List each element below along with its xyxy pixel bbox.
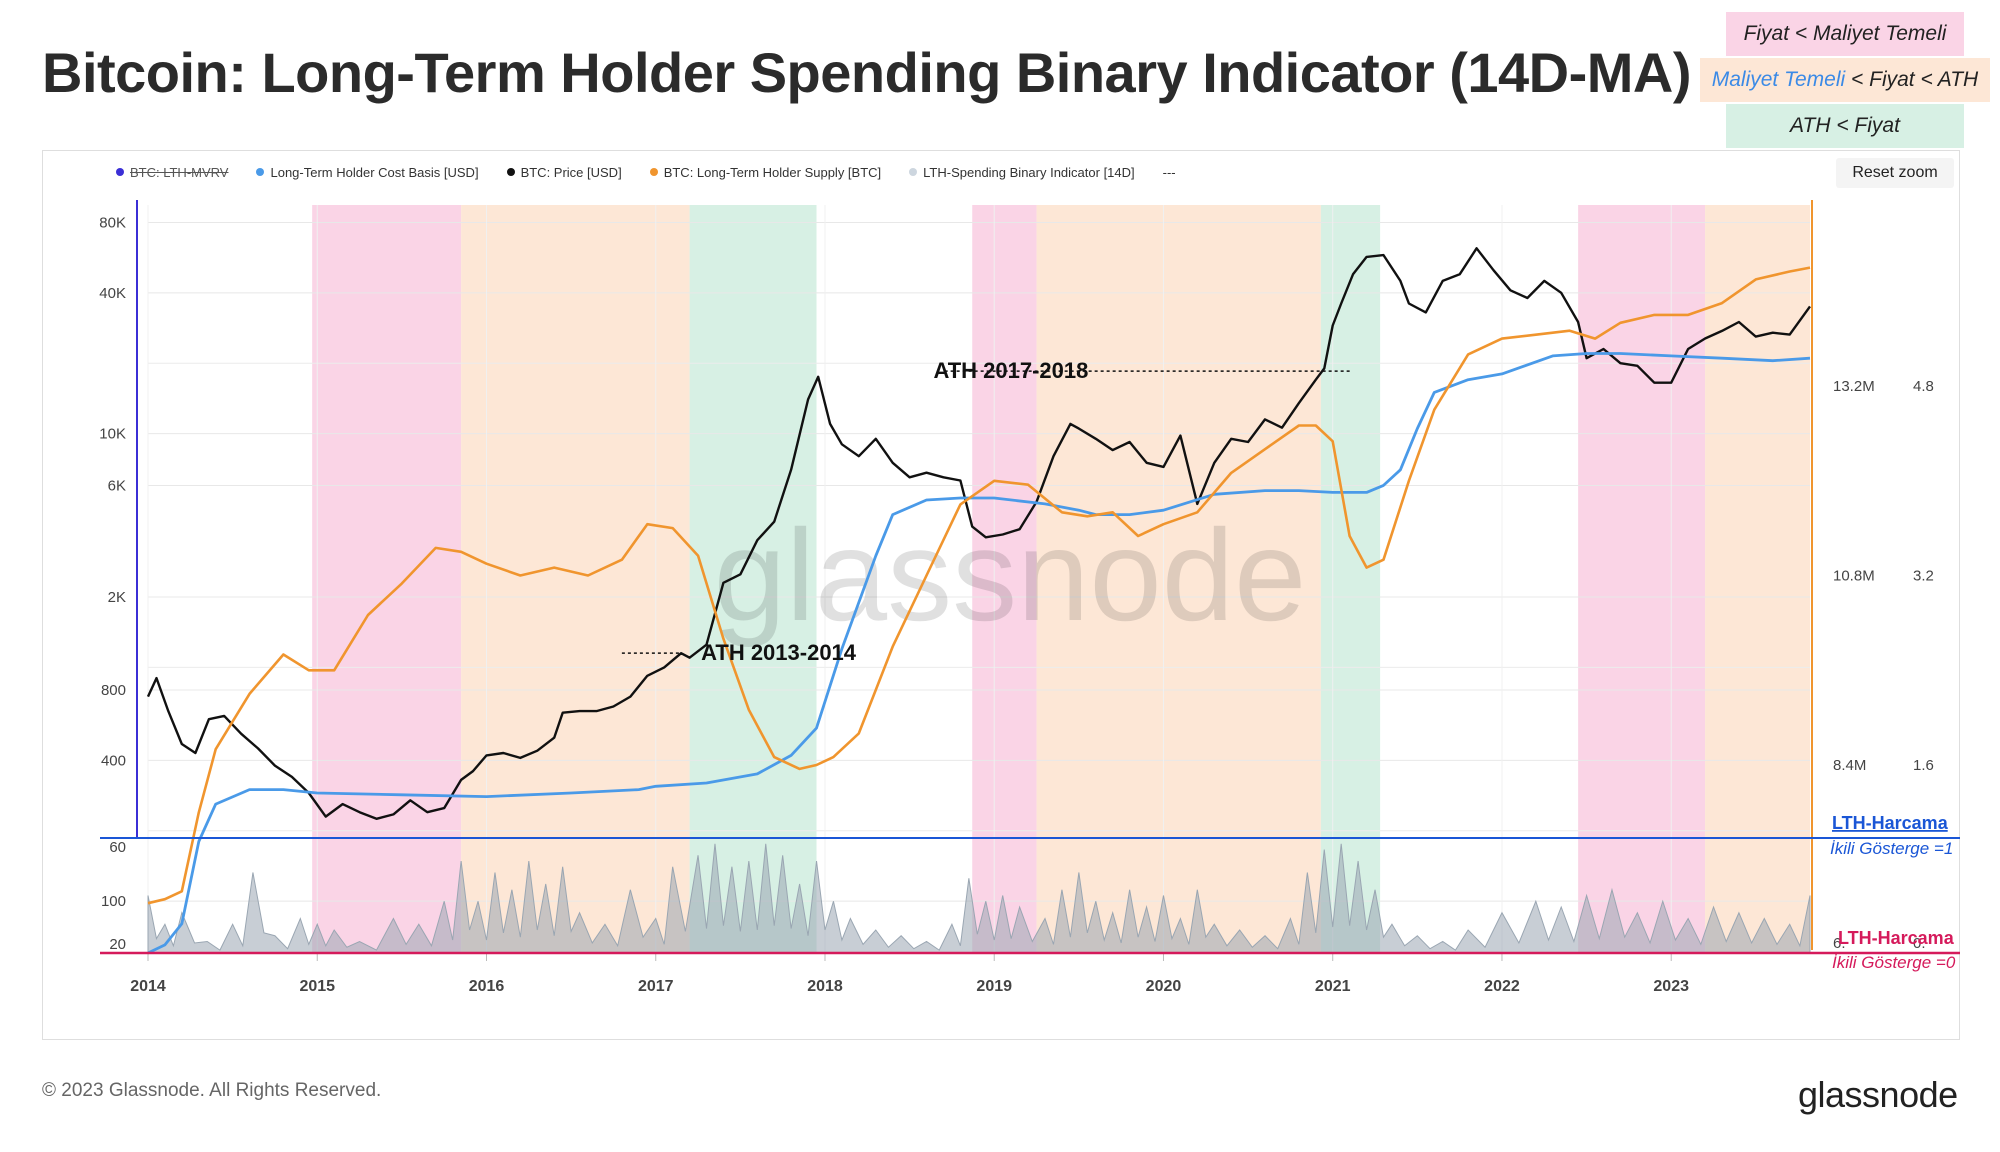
- regime-band: [461, 205, 690, 953]
- x-tick-label: 2023: [1653, 978, 1689, 995]
- indicator-area: [147, 843, 1811, 954]
- reset-zoom-button[interactable]: Reset zoom: [1836, 158, 1954, 188]
- price-tick-label: 2K: [108, 589, 126, 606]
- price-tick-label: 10K: [99, 426, 126, 443]
- legend-item-price[interactable]: BTC: Price [USD]: [506, 165, 622, 180]
- legend-item-dashes[interactable]: ---: [1162, 164, 1176, 180]
- annotation-label: ATH 2013-2014: [701, 640, 857, 665]
- x-tick-label: 2015: [299, 978, 335, 995]
- x-tick-label: 2016: [469, 978, 505, 995]
- threshold-label-0-line2: İkili Gösterge =0: [1832, 953, 1956, 972]
- regime-band: [1578, 205, 1706, 953]
- zone-legend-rest-text: < Fiyat < ATH: [1845, 68, 1979, 91]
- mvrv-tick-label-partial: 0.: [1913, 935, 1926, 952]
- supply-tick-label: 10.8M: [1833, 568, 1875, 585]
- x-tick-label: 2019: [976, 978, 1012, 995]
- watermark-text: glassnode: [714, 502, 1307, 648]
- legend-item-cost-basis[interactable]: Long-Term Holder Cost Basis [USD]: [256, 165, 479, 180]
- indicator-tick-label: 20: [109, 936, 126, 953]
- threshold-label-0-line1: LTH-Harcama: [1838, 928, 1955, 948]
- legend-dot-icon: [506, 168, 515, 176]
- threshold-label-1-line2: İkili Gösterge =1: [1830, 839, 1953, 858]
- zone-legend-cost-below-price: Maliyet Temeli < Fiyat < ATH: [1700, 58, 1990, 102]
- x-tick-label: 2022: [1484, 978, 1520, 995]
- regime-band: [1320, 205, 1381, 953]
- threshold-label-1-line1: LTH-Harcama: [1832, 813, 1949, 833]
- price-tick-label: 100: [101, 893, 126, 910]
- x-tick-label: 2020: [1146, 978, 1182, 995]
- x-tick-label: 2018: [807, 978, 843, 995]
- series-line-1: [147, 352, 1811, 955]
- x-tick-label: 2017: [638, 978, 674, 995]
- series-line-0: [146, 247, 1811, 820]
- series-line-2: [147, 266, 1811, 905]
- mvrv-tick-label: 3.2: [1913, 568, 1934, 585]
- x-tick-label: 2014: [130, 978, 166, 995]
- price-tick-label: 6K: [108, 477, 126, 494]
- price-tick-label: 800: [101, 682, 126, 699]
- chart-legend: BTC: LTH-MVRV Long-Term Holder Cost Basi…: [116, 160, 1176, 184]
- mvrv-tick-label: 1.6: [1913, 757, 1934, 774]
- legend-dot-icon: [909, 168, 918, 176]
- x-tick-label: 2021: [1315, 978, 1351, 995]
- zone-legend-cost-basis-text: Maliyet Temeli: [1711, 68, 1846, 91]
- price-tick-label: 40K: [99, 285, 126, 302]
- annotation-label: ATH 2017-2018: [933, 358, 1088, 383]
- price-tick-label: 80K: [99, 214, 126, 231]
- regime-band: [1036, 205, 1321, 953]
- regime-band: [972, 205, 1037, 953]
- zone-legend-price-below-cost: Fiyat < Maliyet Temeli: [1726, 12, 1964, 56]
- legend-dot-icon: [649, 168, 658, 176]
- mvrv-tick-label: 4.8: [1913, 378, 1934, 395]
- legend-dot-icon: [256, 168, 265, 176]
- regime-band: [312, 205, 462, 953]
- footer-copyright: © 2023 Glassnode. All Rights Reserved.: [42, 1080, 382, 1101]
- legend-item-lth-supply[interactable]: BTC: Long-Term Holder Supply [BTC]: [649, 165, 881, 180]
- footer-brand-logo: glassnode: [1798, 1074, 1958, 1115]
- price-tick-label: 400: [101, 752, 126, 769]
- supply-tick-label: 13.2M: [1833, 378, 1875, 395]
- supply-tick-label: 8.4M: [1833, 757, 1866, 774]
- legend-item-lth-mvrv[interactable]: BTC: LTH-MVRV: [116, 165, 228, 180]
- regime-band: [1705, 205, 1810, 953]
- page-title: Bitcoin: Long-Term Holder Spending Binar…: [42, 41, 1692, 104]
- indicator-tick-label: 60: [109, 839, 126, 856]
- supply-tick-label-partial: 6.: [1833, 935, 1846, 952]
- regime-band: [689, 205, 817, 953]
- legend-dot-icon: [116, 168, 124, 176]
- zone-legend-ath-below-price: ATH < Fiyat: [1726, 104, 1964, 148]
- legend-item-binary-indicator[interactable]: LTH-Spending Binary Indicator [14D]: [909, 165, 1135, 180]
